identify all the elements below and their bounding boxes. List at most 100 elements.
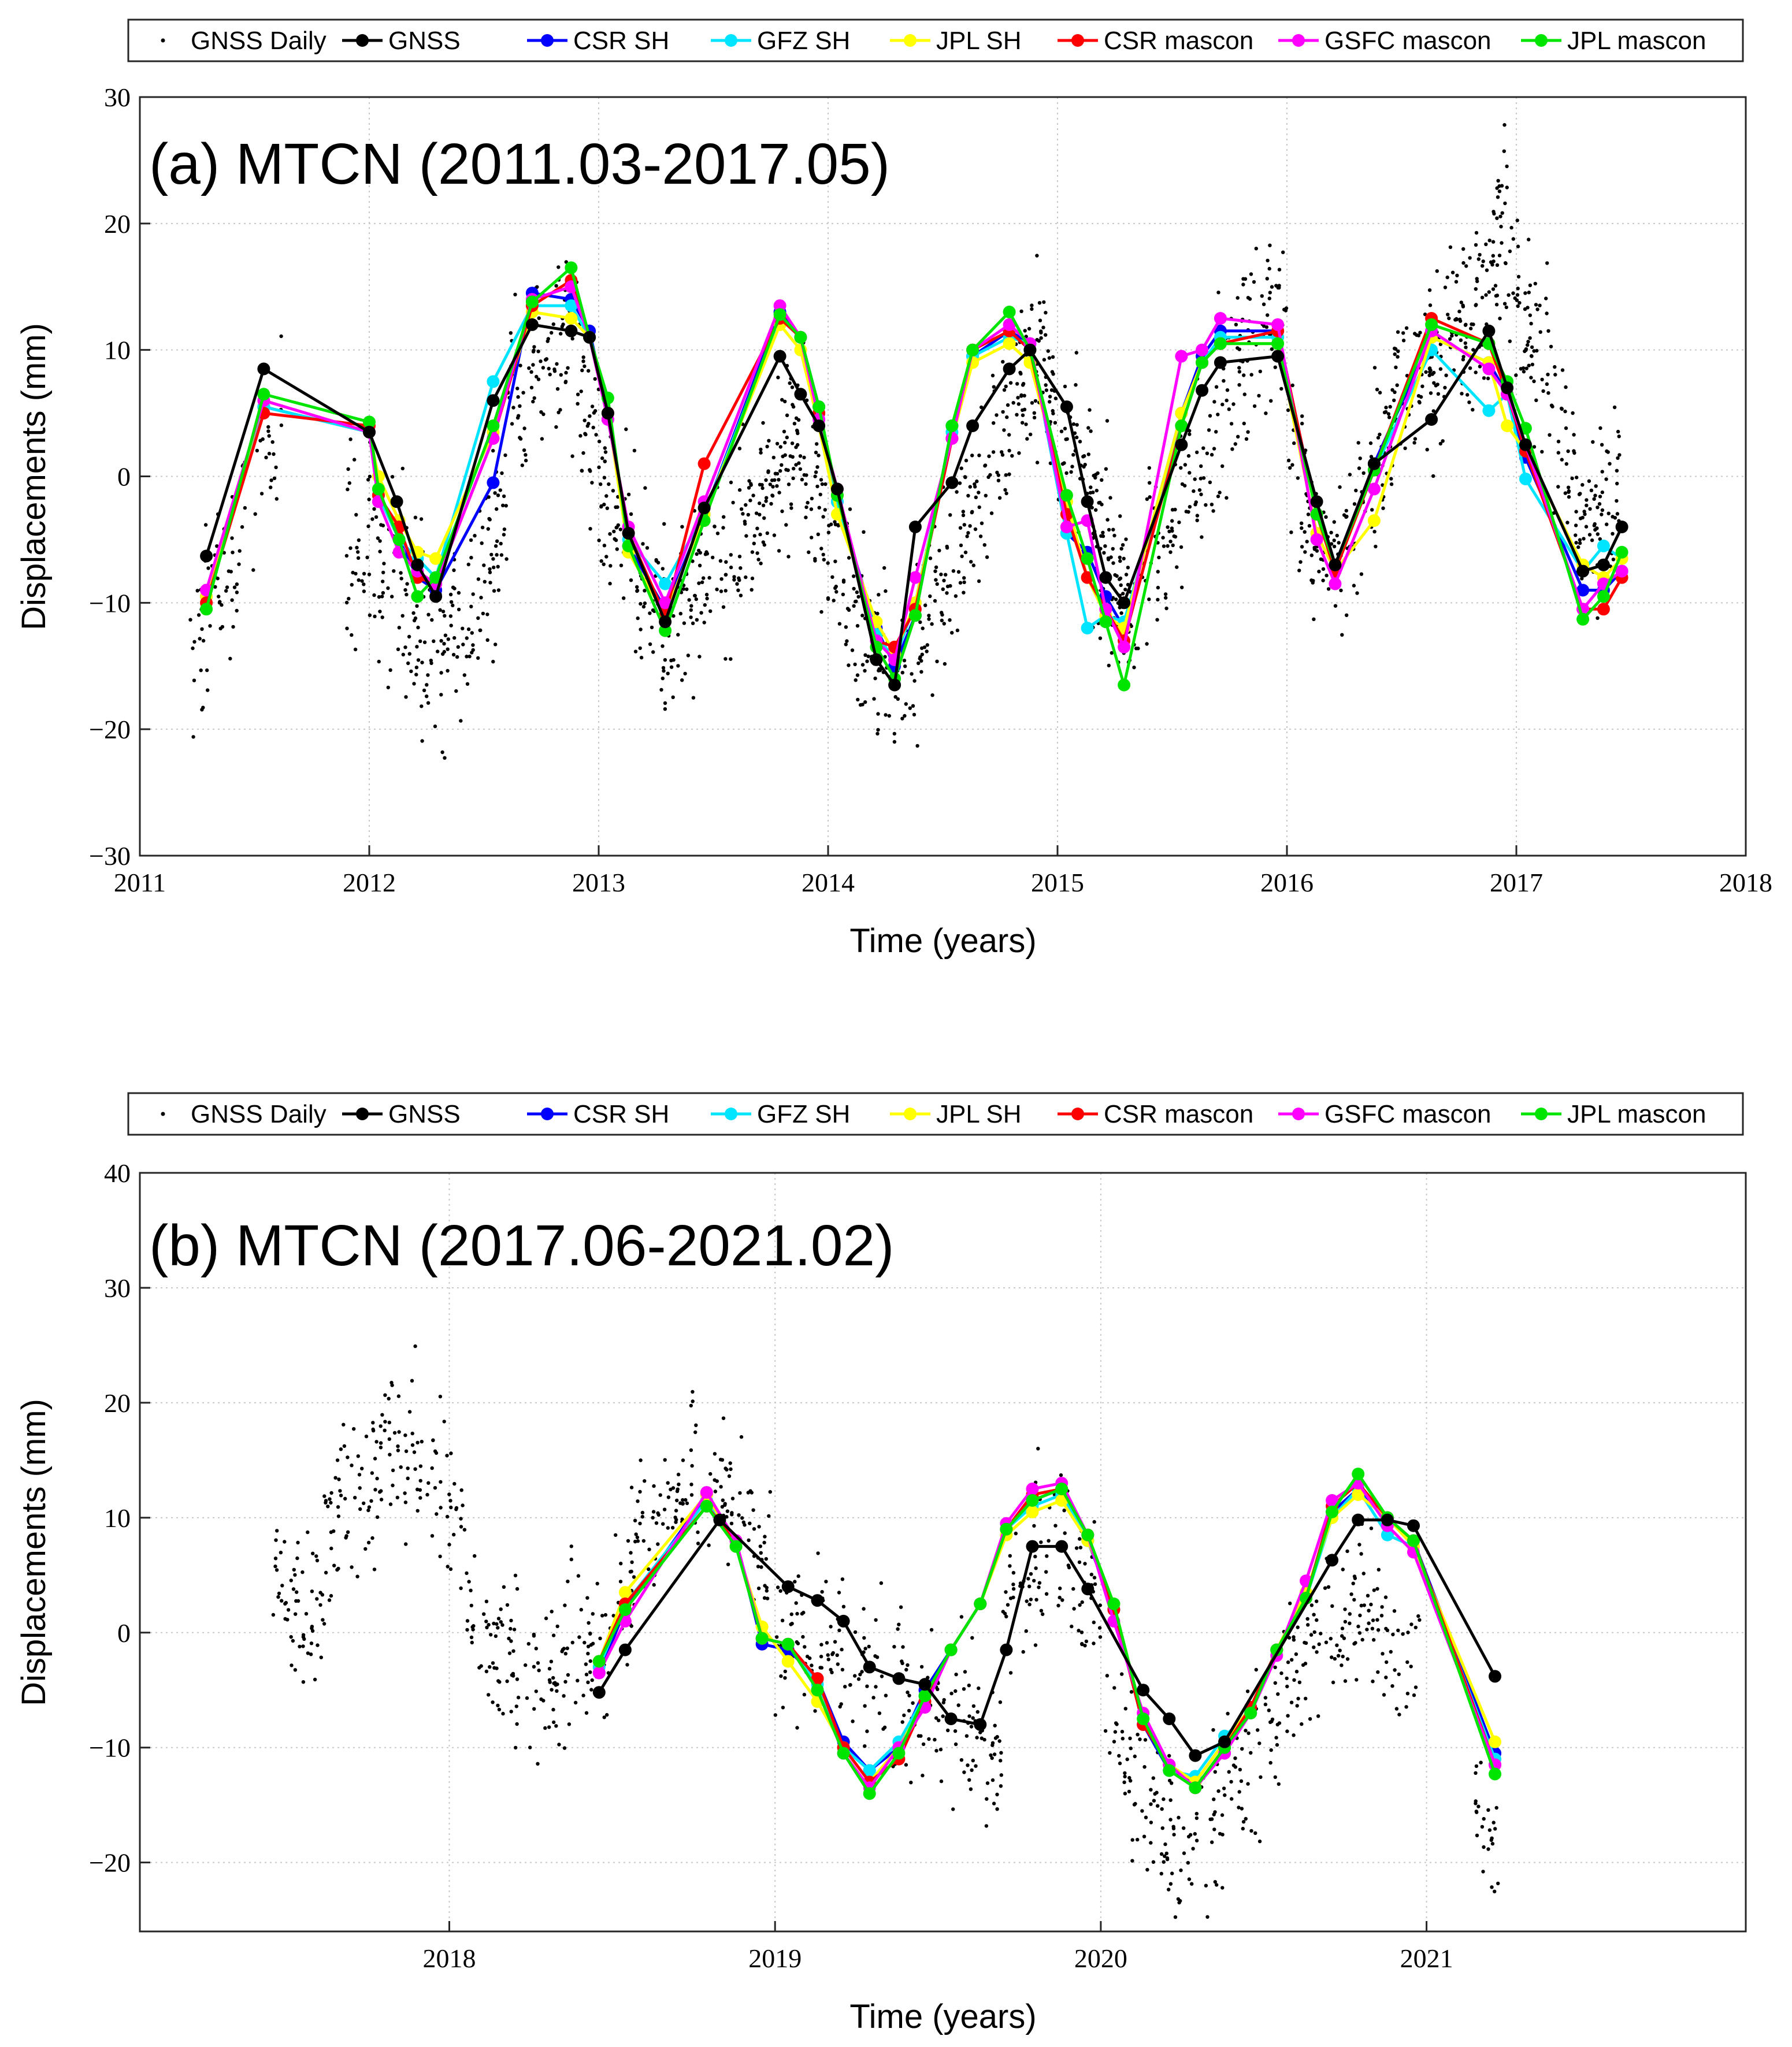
gnss-daily-point bbox=[1369, 455, 1374, 459]
gnss-daily-point bbox=[629, 512, 633, 516]
gnss-daily-point bbox=[505, 1603, 510, 1607]
gnss-daily-point bbox=[758, 512, 762, 517]
gnss-daily-point bbox=[884, 713, 888, 717]
gnss-daily-point bbox=[1340, 1634, 1344, 1638]
gnss-daily-point bbox=[1249, 373, 1253, 377]
gnss-daily-point bbox=[595, 1581, 599, 1586]
gnss-daily-point bbox=[379, 1446, 383, 1450]
gnss-daily-point bbox=[1186, 1861, 1190, 1865]
gnss-daily-point bbox=[793, 1580, 797, 1584]
gnss-daily-point bbox=[1044, 1592, 1049, 1596]
gnss-daily-point bbox=[662, 522, 666, 526]
gnss-daily-point bbox=[786, 555, 791, 559]
gnss-daily-point bbox=[343, 1496, 347, 1501]
gnss-daily-point bbox=[1223, 1793, 1227, 1797]
gnss-daily-point bbox=[1332, 520, 1336, 524]
gnss-daily-point bbox=[1159, 1852, 1164, 1856]
gnss-daily-point bbox=[980, 1736, 984, 1740]
gnss-daily-point bbox=[1069, 470, 1073, 474]
gnss-daily-point bbox=[785, 413, 789, 417]
gnss-daily-point bbox=[906, 1663, 910, 1667]
gnss-daily-point bbox=[459, 1586, 463, 1591]
data-point-gnss bbox=[1023, 343, 1037, 356]
gnss-daily-point bbox=[973, 485, 977, 489]
gnss-daily-point bbox=[1005, 415, 1009, 419]
gnss-daily-point bbox=[382, 562, 386, 566]
gnss-daily-point bbox=[1059, 1473, 1063, 1477]
gnss-daily-point bbox=[1424, 370, 1428, 374]
y-axis-label-b: Displacements (mm) bbox=[15, 1399, 53, 1706]
data-point-gnss bbox=[1407, 1519, 1420, 1532]
data-point-gnss bbox=[1099, 571, 1112, 584]
gnss-daily-point bbox=[554, 425, 558, 429]
gnss-daily-point bbox=[415, 1487, 420, 1492]
gnss-daily-point bbox=[1309, 1603, 1314, 1607]
data-point-jpl-mascon bbox=[812, 400, 826, 414]
gnss-daily-point bbox=[651, 1510, 656, 1514]
gnss-daily-point bbox=[371, 1421, 375, 1425]
gnss-daily-point bbox=[1123, 1774, 1127, 1779]
gnss-daily-point bbox=[230, 536, 234, 540]
data-point-jpl-mascon bbox=[1244, 1707, 1257, 1719]
data-point-gnss bbox=[945, 476, 959, 489]
gnss-daily-point bbox=[604, 494, 609, 498]
gnss-daily-point bbox=[833, 1640, 837, 1644]
gnss-daily-point bbox=[1015, 382, 1019, 386]
gnss-daily-point bbox=[399, 577, 403, 581]
legend-box bbox=[127, 1092, 1744, 1136]
gnss-daily-point bbox=[498, 488, 502, 492]
gnss-daily-point bbox=[1372, 1638, 1376, 1642]
gnss-daily-point bbox=[541, 412, 546, 417]
data-point-jpl-sh bbox=[1026, 1505, 1039, 1518]
gnss-daily-point bbox=[350, 1565, 354, 1569]
gnss-daily-point bbox=[1156, 597, 1160, 602]
gnss-daily-point bbox=[1565, 521, 1570, 525]
gnss-daily-point bbox=[635, 588, 640, 593]
data-point-csr-mascon bbox=[697, 457, 711, 470]
gnss-daily-point bbox=[971, 1704, 976, 1708]
gnss-daily-point bbox=[1123, 1707, 1128, 1711]
gnss-daily-point bbox=[1361, 471, 1366, 475]
gnss-daily-point bbox=[1496, 1881, 1500, 1886]
gnss-daily-point bbox=[1167, 1753, 1171, 1758]
gnss-daily-point bbox=[1046, 349, 1051, 353]
gnss-daily-point bbox=[790, 441, 795, 445]
gnss-daily-point bbox=[584, 1711, 589, 1715]
gnss-daily-point bbox=[1348, 1612, 1352, 1616]
gnss-daily-point bbox=[1319, 557, 1323, 562]
gnss-daily-point bbox=[518, 404, 522, 408]
gnss-daily-point bbox=[387, 1396, 391, 1400]
gnss-daily-point bbox=[645, 546, 650, 550]
gnss-daily-point bbox=[379, 1424, 383, 1428]
gnss-daily-point bbox=[591, 1612, 595, 1616]
gnss-daily-point bbox=[804, 515, 808, 519]
gnss-daily-point bbox=[671, 695, 675, 700]
gnss-daily-point bbox=[715, 532, 720, 536]
gnss-daily-point bbox=[1276, 1692, 1280, 1696]
gnss-daily-point bbox=[1058, 1595, 1062, 1600]
gnss-daily-point bbox=[996, 473, 1001, 477]
gnss-daily-point bbox=[762, 516, 766, 520]
gnss-daily-point bbox=[1199, 492, 1203, 496]
gnss-daily-point bbox=[764, 1557, 769, 1561]
gnss-daily-point bbox=[729, 1467, 733, 1472]
gnss-daily-point bbox=[686, 653, 691, 657]
gnss-daily-point bbox=[1127, 1775, 1131, 1780]
legend-marker-gnss bbox=[356, 1108, 369, 1120]
gnss-daily-point bbox=[1348, 473, 1352, 477]
data-point-gsfc-mascon bbox=[1310, 533, 1323, 546]
gnss-daily-point bbox=[1304, 1641, 1308, 1645]
gnss-daily-point bbox=[956, 1703, 960, 1707]
gnss-daily-point bbox=[1083, 1644, 1087, 1648]
gnss-daily-point bbox=[1432, 370, 1436, 375]
gnss-daily-point bbox=[1523, 307, 1527, 311]
gnss-daily-point bbox=[1474, 231, 1479, 235]
gnss-daily-point bbox=[499, 1607, 503, 1611]
gnss-daily-point bbox=[415, 645, 419, 649]
gnss-daily-point bbox=[647, 1547, 651, 1551]
gnss-daily-point bbox=[1089, 1573, 1094, 1577]
gnss-daily-point bbox=[311, 1551, 315, 1555]
gnss-daily-point bbox=[418, 1496, 422, 1500]
gnss-daily-point bbox=[1480, 295, 1485, 300]
gnss-daily-point bbox=[1369, 1526, 1374, 1530]
